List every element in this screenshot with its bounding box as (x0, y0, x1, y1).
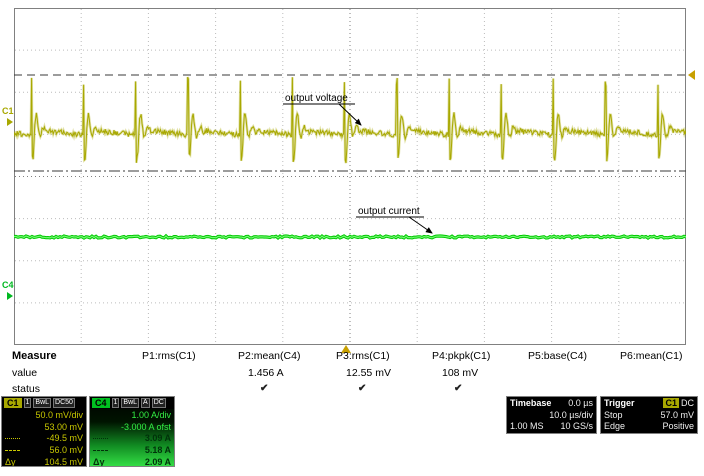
channel-c4-arrow-icon (7, 292, 13, 300)
dashdot-cursor-icon (5, 437, 20, 439)
channel-c4-coupling-badge: DC (151, 398, 166, 408)
trigger-coupling: DC (681, 397, 694, 408)
channel-c1-marker-label: C1 (2, 106, 14, 116)
annotation-output-voltage: output voltage (283, 93, 362, 126)
measure-p2-value: 1.456 A (248, 367, 284, 379)
channel-c4-scale-row: 1.00 A/div (131, 409, 171, 420)
timebase-title: Timebase (510, 397, 552, 408)
annotation-output-current: output current (356, 206, 433, 234)
channel-c1-ground-marker[interactable]: C1 (2, 106, 14, 116)
measure-p6-label: P6:mean(C1) (620, 350, 683, 362)
channel-c4-bwl-badge: BwL (121, 398, 140, 408)
timebase-sampling-row: 1.00 MS 10 GS/s (507, 421, 596, 433)
timebase-position: 0.0 µs (568, 397, 593, 408)
trigger-mode: Stop (604, 409, 623, 420)
timebase-sample-rate: 10 GS/s (560, 421, 593, 432)
annotation-output-voltage-text: output voltage (285, 93, 348, 104)
dashed-cursor-icon (5, 449, 20, 451)
scope-graticule-svg: output voltage output current (14, 8, 686, 345)
measure-param-p1[interactable]: P1:rms(C1) (142, 350, 236, 399)
channel-c1-scale-row: 50.0 mV/div (35, 409, 83, 420)
timebase-box[interactable]: Timebase 0.0 µs 10.0 µs/div 1.00 MS 10 G… (506, 396, 597, 434)
channel-c1-cursor2-row: 56.0 mV (2, 444, 86, 456)
measure-p5-value (528, 367, 622, 383)
channel-c4-probe-badge: 1 (111, 398, 120, 408)
channel-c4-unit-badge: A (141, 398, 150, 408)
measure-status-row-label: status (12, 383, 41, 395)
measure-value-row-label: value (12, 367, 38, 379)
dashdot-cursor-icon (93, 437, 108, 439)
trigger-source-badge: C1 DC (663, 397, 694, 408)
annotation-voltage-arrow (338, 103, 362, 126)
measure-param-p3[interactable]: P3:rms(C1) 12.55 mV ✔ (336, 350, 430, 399)
channel-c1-cursor1-row: -49.5 mV (2, 433, 86, 445)
trigger-level-marker-icon[interactable] (688, 70, 695, 80)
trigger-type: Edge (604, 421, 626, 432)
measure-p4-status-check-icon: ✔ (454, 383, 463, 394)
trigger-mode-row: Stop 57.0 mV (601, 409, 697, 421)
measure-p4-value: 108 mV (442, 367, 479, 379)
measure-p4-label: P4:pkpk(C1) (432, 350, 491, 362)
channel-c4-descriptor-box[interactable]: C4 1 BwL A DC 1.00 A/div -3.000 A ofst 3… (89, 396, 175, 467)
channel-c1-descriptor-box[interactable]: C1 1 BwL DC50 50.0 mV/div 53.00 mV -49.5… (1, 396, 87, 467)
measure-p2-status-check-icon: ✔ (260, 383, 269, 394)
measure-p1-value (142, 367, 236, 383)
timebase-scale-row: 10.0 µs/div (549, 409, 593, 420)
channel-c4-offset-row: -3.000 A ofst (120, 421, 171, 432)
timebase-title-row: Timebase 0.0 µs (507, 397, 596, 409)
trigger-source: C1 (663, 397, 679, 408)
channel-c4-cursor2-row: 5.18 A (90, 444, 174, 456)
waveform-display[interactable]: output voltage output current (14, 8, 686, 345)
trigger-title: Trigger (604, 397, 635, 408)
channel-c1-arrow-icon (7, 118, 13, 126)
trigger-type-row: Edge Positive (601, 421, 697, 433)
dashed-cursor-icon (93, 449, 108, 451)
trigger-box[interactable]: Trigger C1 DC Stop 57.0 mV Edge Positive (600, 396, 698, 434)
measure-param-p4[interactable]: P4:pkpk(C1) 108 mV ✔ (432, 350, 526, 399)
trigger-title-row: Trigger C1 DC (601, 397, 697, 409)
annotation-output-current-text: output current (358, 206, 420, 217)
measure-p3-label: P3:rms(C1) (336, 350, 390, 362)
measure-p2-label: P2:mean(C4) (238, 350, 301, 362)
delta-y-label: Δy (93, 457, 105, 467)
measure-p6-value (620, 367, 704, 383)
channel-c1-badge: C1 (4, 398, 22, 408)
channel-c4-ground-marker[interactable]: C4 (2, 280, 14, 290)
trigger-slope: Positive (662, 421, 694, 432)
measure-section-title: Measure (12, 350, 57, 362)
channel-c1-coupling-badge: DC50 (53, 398, 75, 408)
channel-c1-title-bar: C1 1 BwL DC50 (2, 397, 86, 409)
measure-param-p5[interactable]: P5:base(C4) (528, 350, 622, 399)
measure-p1-label: P1:rms(C1) (142, 350, 196, 362)
trigger-time-marker-icon[interactable] (341, 345, 351, 353)
channel-c1-probe-badge: 1 (23, 398, 32, 408)
channel-c4-title-bar: C4 1 BwL A DC (90, 397, 174, 409)
channel-c1-offset-row: 53.00 mV (44, 421, 83, 432)
channel-c1-bwl-badge: BwL (33, 398, 52, 408)
channel-c4-marker-label: C4 (2, 280, 14, 290)
delta-y-label: Δy (5, 457, 16, 467)
channel-c1-delta-row: Δy 104.5 mV (5, 457, 83, 467)
measure-p5-label: P5:base(C4) (528, 350, 587, 362)
trace-output-current-core (14, 235, 686, 239)
channel-c4-badge: C4 (92, 398, 110, 408)
measure-p3-value: 12.55 mV (346, 367, 391, 379)
measure-p3-status-check-icon: ✔ (358, 383, 367, 394)
trigger-level: 57.0 mV (660, 409, 694, 420)
timebase-record-length: 1.00 MS (510, 421, 544, 432)
measure-param-p2[interactable]: P2:mean(C4) 1.456 A ✔ (238, 350, 332, 399)
graticule-border (14, 8, 686, 345)
channel-c4-cursor1-row: 3.09 A (90, 433, 174, 445)
trace-output-voltage[interactable] (14, 76, 686, 164)
annotation-current-arrow (408, 216, 433, 234)
channel-c4-delta-row: Δy 2.09 A (93, 457, 171, 467)
measure-param-p6[interactable]: P6:mean(C1) (620, 350, 704, 399)
